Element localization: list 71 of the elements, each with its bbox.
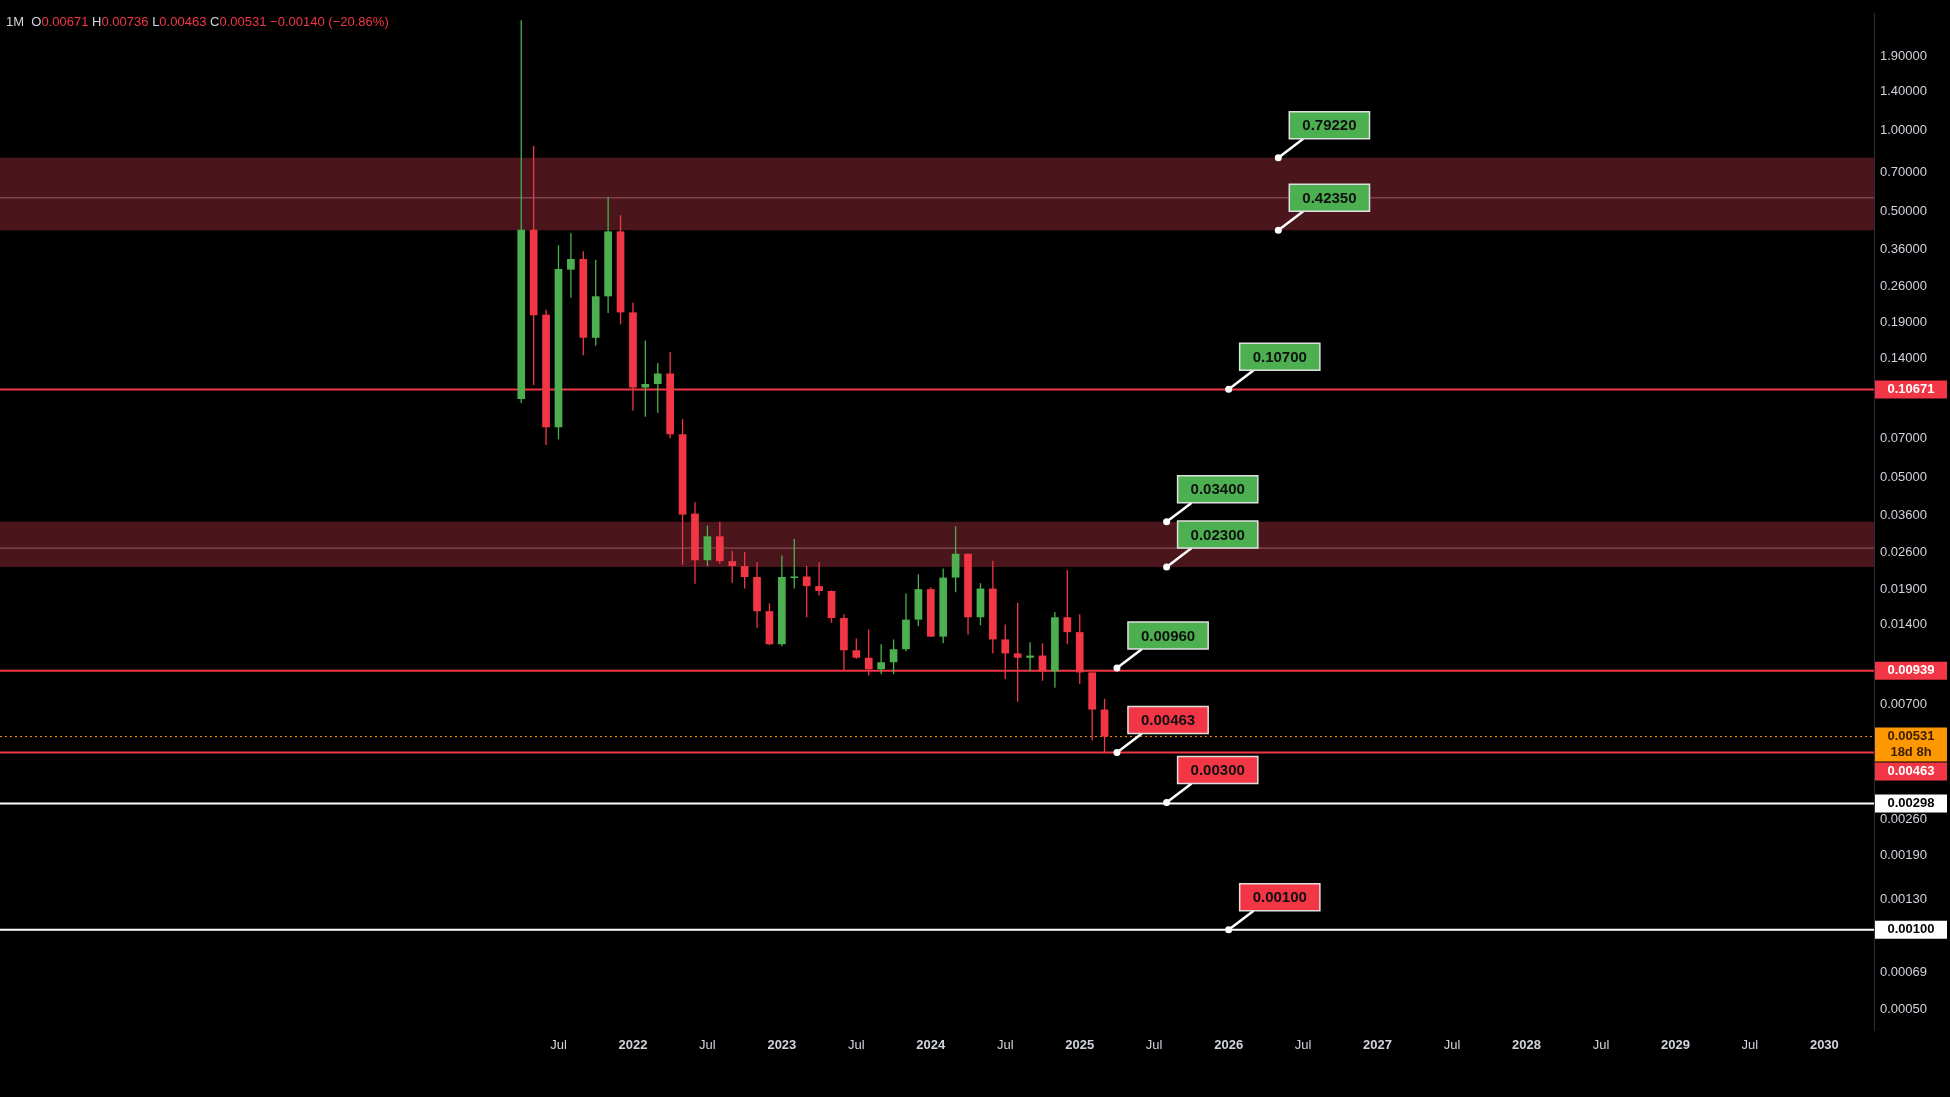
annotation: 0.02300 (1190, 525, 1245, 543)
ref-line-label: 0.10671 (1887, 381, 1935, 397)
y-tick-label: 0.00069 (1880, 964, 1927, 980)
annotation: 0.00960 (1140, 626, 1196, 644)
candlestick (703, 525, 712, 567)
y-tick-label: 0.00130 (1880, 890, 1927, 906)
y-tick-label: 1.40000 (1880, 83, 1927, 99)
x-tick-label: 2023 (767, 1037, 797, 1053)
y-tick-label: 0.36000 (1880, 240, 1927, 256)
y-tick-label: 0.70000 (1880, 163, 1927, 179)
x-tick-label: Jul (1741, 1037, 1759, 1053)
y-tick-label: 0.26000 (1880, 278, 1927, 294)
candlestick (802, 565, 811, 618)
candlestick (815, 561, 823, 597)
y-tick-label: 0.07000 (1880, 429, 1927, 445)
y-tick-label: 0.50000 (1880, 202, 1927, 218)
annotation: 0.03400 (1190, 480, 1245, 498)
candlestick (567, 232, 575, 299)
y-tick-label: 0.19000 (1880, 314, 1927, 330)
y-tick-label: 1.00000 (1880, 122, 1927, 138)
candlestick (877, 643, 885, 675)
candlestick (1063, 569, 1072, 645)
text: O0.00671 H0.00736 L0.00463 C0.00531 −0.00140 (−20.86%) (31, 14, 389, 29)
x-tick-label: 2028 (1512, 1037, 1541, 1053)
y-tick-label: 0.02600 (1880, 544, 1927, 560)
candlestick (790, 538, 799, 590)
annotation: 0.10700 (1252, 347, 1307, 365)
x-tick-label: 2029 (1660, 1037, 1690, 1053)
x-tick-label: Jul (1294, 1037, 1312, 1053)
x-tick-label: 2025 (1065, 1037, 1095, 1053)
ref-line-label: 0.00531 18d 8h (1887, 728, 1935, 760)
candlestick (951, 525, 960, 593)
ref-line-label: 0.00463 (1887, 763, 1935, 779)
x-tick-label: Jul (848, 1037, 865, 1053)
x-tick-label: 2027 (1363, 1037, 1393, 1053)
chart-title: 1M (6, 14, 26, 29)
candlestick (653, 362, 662, 414)
y-tick-label: 0.01400 (1880, 616, 1927, 632)
annotation: 0.79220 (1302, 116, 1357, 134)
x-tick-label: Jul (1443, 1037, 1461, 1053)
candlestick (641, 339, 650, 418)
x-tick-label: Jul (699, 1037, 716, 1053)
x-tick-label: 2026 (1214, 1037, 1244, 1053)
y-tick-label: 0.14000 (1880, 349, 1927, 365)
y-tick-label: 0.00260 (1880, 810, 1927, 826)
x-tick-label: Jul (996, 1037, 1014, 1053)
y-tick-label: 0.00700 (1880, 696, 1927, 712)
ref-line-label: 0.00100 (1887, 921, 1935, 937)
x-tick-label: Jul (1592, 1037, 1610, 1053)
candlestick (1026, 641, 1034, 673)
y-tick-label: 0.00050 (1880, 1001, 1927, 1017)
ref-line-label: 0.00939 (1887, 662, 1935, 678)
x-tick-label: 2024 (916, 1037, 947, 1053)
x-tick-label: 2030 (1809, 1037, 1839, 1053)
y-tick-label: 1.90000 (1880, 48, 1927, 64)
x-tick-label: Jul (1145, 1037, 1163, 1053)
candlestick (889, 638, 898, 675)
y-tick-label: 0.01900 (1880, 580, 1927, 596)
annotation: 0.00100 (1252, 888, 1307, 906)
x-tick-label: 2022 (618, 1037, 648, 1053)
annotation: 0.00463 (1140, 711, 1196, 729)
y-tick-label: 0.03600 (1880, 506, 1927, 522)
annotation: 0.42350 (1302, 188, 1357, 206)
candlestick (852, 637, 861, 660)
x-tick-label: Jul (550, 1037, 567, 1053)
annotation: 0.00300 (1190, 761, 1245, 779)
candlestick (740, 551, 749, 590)
ref-line-label: 0.00298 (1887, 794, 1935, 810)
y-tick-label: 0.05000 (1880, 468, 1927, 484)
y-tick-label: 0.00190 (1880, 847, 1927, 863)
candlestick (728, 550, 737, 584)
